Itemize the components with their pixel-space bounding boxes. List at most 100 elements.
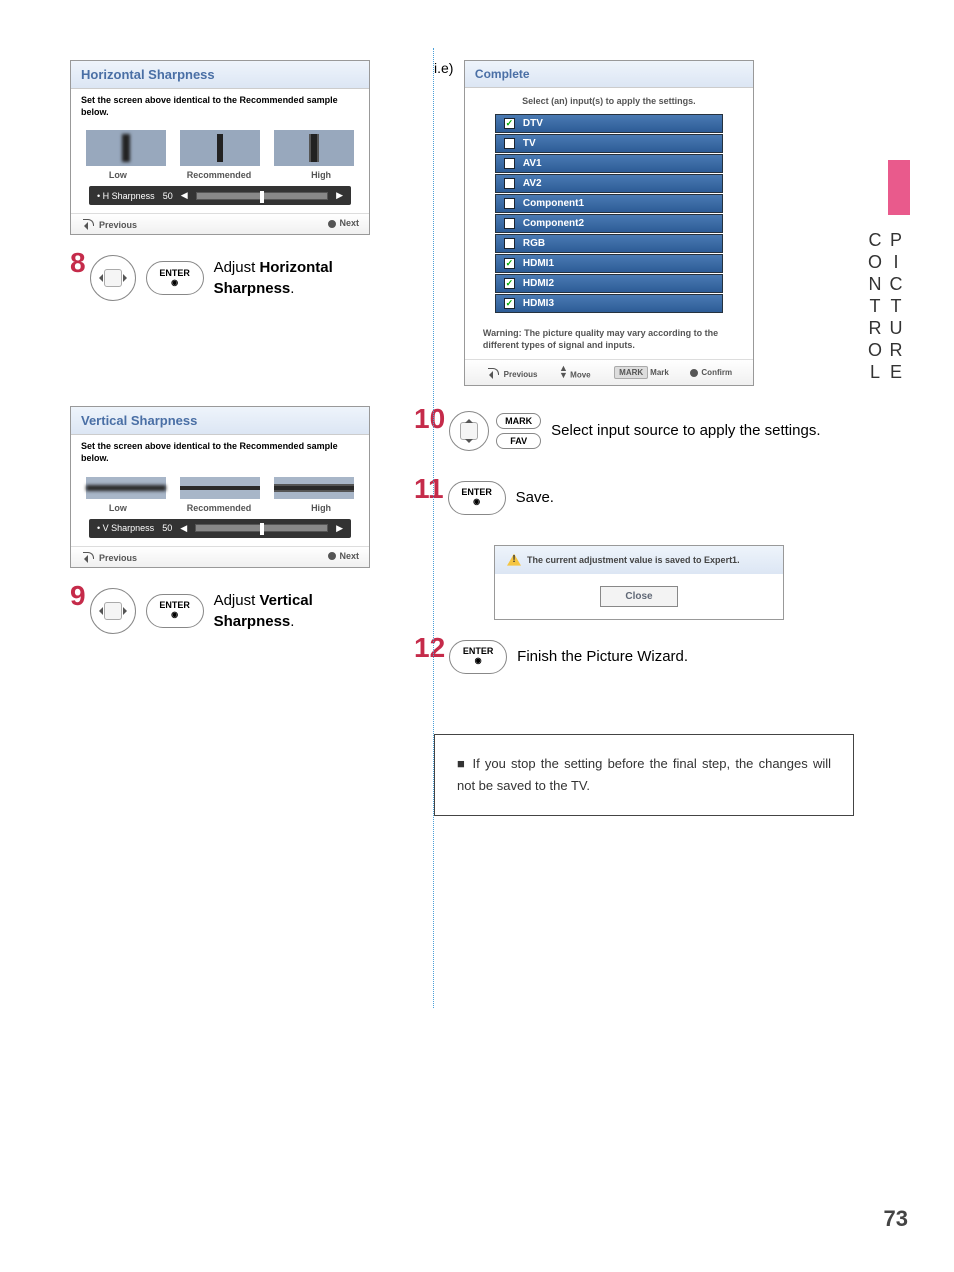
step-11: 11 ENTER◉ Save. — [414, 481, 854, 515]
return-icon — [81, 551, 95, 561]
input-label: HDMI3 — [523, 298, 554, 309]
checkbox-icon[interactable] — [504, 238, 515, 249]
enter-button-icon: ENTER◉ — [146, 261, 204, 295]
label-recommended: Recommended — [187, 170, 252, 180]
input-row-tv[interactable]: TV — [495, 134, 723, 153]
checkbox-icon[interactable] — [504, 218, 515, 229]
confirm-footer: Close — [495, 574, 783, 619]
dot-icon — [328, 552, 336, 560]
input-row-hdmi2[interactable]: ✓ HDMI2 — [495, 274, 723, 293]
input-row-component1[interactable]: Component1 — [495, 194, 723, 213]
slider-label: • V Sharpness — [97, 523, 154, 533]
previous-hint: Previous — [486, 367, 538, 379]
checkbox-icon[interactable]: ✓ — [504, 118, 515, 129]
input-label: DTV — [523, 118, 543, 129]
column-divider — [433, 48, 434, 1008]
step-text: Finish the Picture Wizard. — [517, 646, 854, 667]
checkbox-icon[interactable]: ✓ — [504, 258, 515, 269]
input-list: ✓ DTV TV AV1 AV2 Component1 Component2 RGB ✓ HDMI… — [465, 114, 753, 320]
return-icon — [81, 218, 95, 228]
left-right-arrows-icon — [90, 588, 136, 634]
checkbox-icon[interactable] — [504, 158, 515, 169]
enter-dot-icon: ◉ — [171, 279, 178, 288]
enter-dot-icon: ◉ — [475, 657, 482, 666]
enter-dot-icon: ◉ — [171, 611, 178, 620]
mark-button-icon: MARK — [496, 413, 541, 429]
sample-recommended — [180, 130, 260, 166]
checkbox-icon[interactable]: ✓ — [504, 278, 515, 289]
slider-thumb[interactable] — [260, 191, 264, 203]
input-row-hdmi1[interactable]: ✓ HDMI1 — [495, 254, 723, 273]
input-label: TV — [523, 138, 536, 149]
input-label: Component2 — [523, 218, 584, 229]
confirm-message: The current adjustment value is saved to… — [527, 555, 740, 565]
input-row-hdmi3[interactable]: ✓ HDMI3 — [495, 294, 723, 313]
ie-label: i.e) — [434, 60, 453, 76]
slider-value: 50 — [162, 523, 172, 533]
checkbox-icon[interactable] — [504, 178, 515, 189]
input-label: HDMI2 — [523, 278, 554, 289]
input-label: RGB — [523, 238, 545, 249]
dot-icon — [328, 220, 336, 228]
sample-low — [86, 130, 166, 166]
warning-text: Warning: The picture quality may vary ac… — [465, 320, 753, 359]
complete-footer: Previous ▲▼ Move MARKMark Confirm — [465, 359, 753, 384]
dialog-title: Complete — [465, 61, 753, 88]
vertical-sharpness-dialog: Vertical Sharpness Set the screen above … — [70, 406, 370, 567]
sample-low — [86, 477, 166, 499]
input-label: AV1 — [523, 158, 542, 169]
sample-previews — [71, 124, 369, 168]
label-high: High — [311, 170, 331, 180]
dialog-title: Horizontal Sharpness — [71, 61, 369, 89]
dialog-footer: Previous Next — [71, 546, 369, 567]
warning-triangle-icon: ! — [507, 554, 521, 566]
confirm-message-row: ! The current adjustment value is saved … — [495, 546, 783, 574]
next-hint: Next — [328, 218, 359, 230]
step-10: 10 MARK FAV Select input source to apply… — [414, 411, 854, 451]
up-down-arrows-icon: ▲▼ — [559, 365, 568, 378]
move-hint: ▲▼ Move — [559, 365, 591, 379]
input-row-component2[interactable]: Component2 — [495, 214, 723, 233]
checkbox-icon[interactable] — [504, 138, 515, 149]
input-row-dtv[interactable]: ✓ DTV — [495, 114, 723, 133]
sample-recommended — [180, 477, 260, 499]
triangle-left-icon: ◀ — [180, 523, 187, 534]
checkbox-icon[interactable]: ✓ — [504, 298, 515, 309]
section-label: PICTURE CONTROL — [886, 230, 906, 530]
v-sharpness-slider[interactable]: • V Sharpness 50 ◀ ▶ — [89, 519, 351, 538]
h-sharpness-slider[interactable]: • H Sharpness 50 ◀ ▶ — [89, 186, 351, 205]
input-row-rgb[interactable]: RGB — [495, 234, 723, 253]
dialog-subtitle: Set the screen above identical to the Re… — [71, 89, 369, 124]
input-label: HDMI1 — [523, 258, 554, 269]
step-number: 10 — [414, 403, 445, 435]
fav-button-icon: FAV — [496, 433, 541, 449]
bullet-icon: ■ — [457, 756, 466, 771]
triangle-left-icon: ◀ — [181, 190, 188, 201]
checkbox-icon[interactable] — [504, 198, 515, 209]
next-hint: Next — [328, 551, 359, 563]
dot-icon — [690, 369, 698, 377]
label-recommended: Recommended — [187, 503, 252, 513]
slider-thumb[interactable] — [260, 523, 264, 535]
save-confirm-dialog: ! The current adjustment value is saved … — [494, 545, 784, 620]
sample-labels: Low Recommended High — [71, 501, 369, 519]
input-row-av2[interactable]: AV2 — [495, 174, 723, 193]
enter-button-icon: ENTER◉ — [448, 481, 506, 515]
sample-high — [274, 477, 354, 499]
note-text: If you stop the setting before the final… — [457, 756, 831, 793]
close-button[interactable]: Close — [600, 586, 677, 607]
step-text: Save. — [516, 487, 854, 508]
step-number: 9 — [70, 580, 86, 612]
up-down-arrows-icon — [449, 411, 489, 451]
mark-fav-buttons: MARK FAV — [496, 413, 541, 449]
triangle-right-icon: ▶ — [336, 523, 343, 534]
slider-track[interactable] — [195, 524, 328, 532]
section-tab — [888, 160, 910, 215]
step-number: 8 — [70, 247, 86, 279]
previous-hint: Previous — [81, 218, 137, 230]
slider-track[interactable] — [196, 192, 328, 200]
slider-label: • H Sharpness — [97, 191, 155, 201]
input-label: Component1 — [523, 198, 584, 209]
input-row-av1[interactable]: AV1 — [495, 154, 723, 173]
step-8: 8 ENTER◉ Adjust Horizontal Sharpness. — [70, 255, 370, 301]
